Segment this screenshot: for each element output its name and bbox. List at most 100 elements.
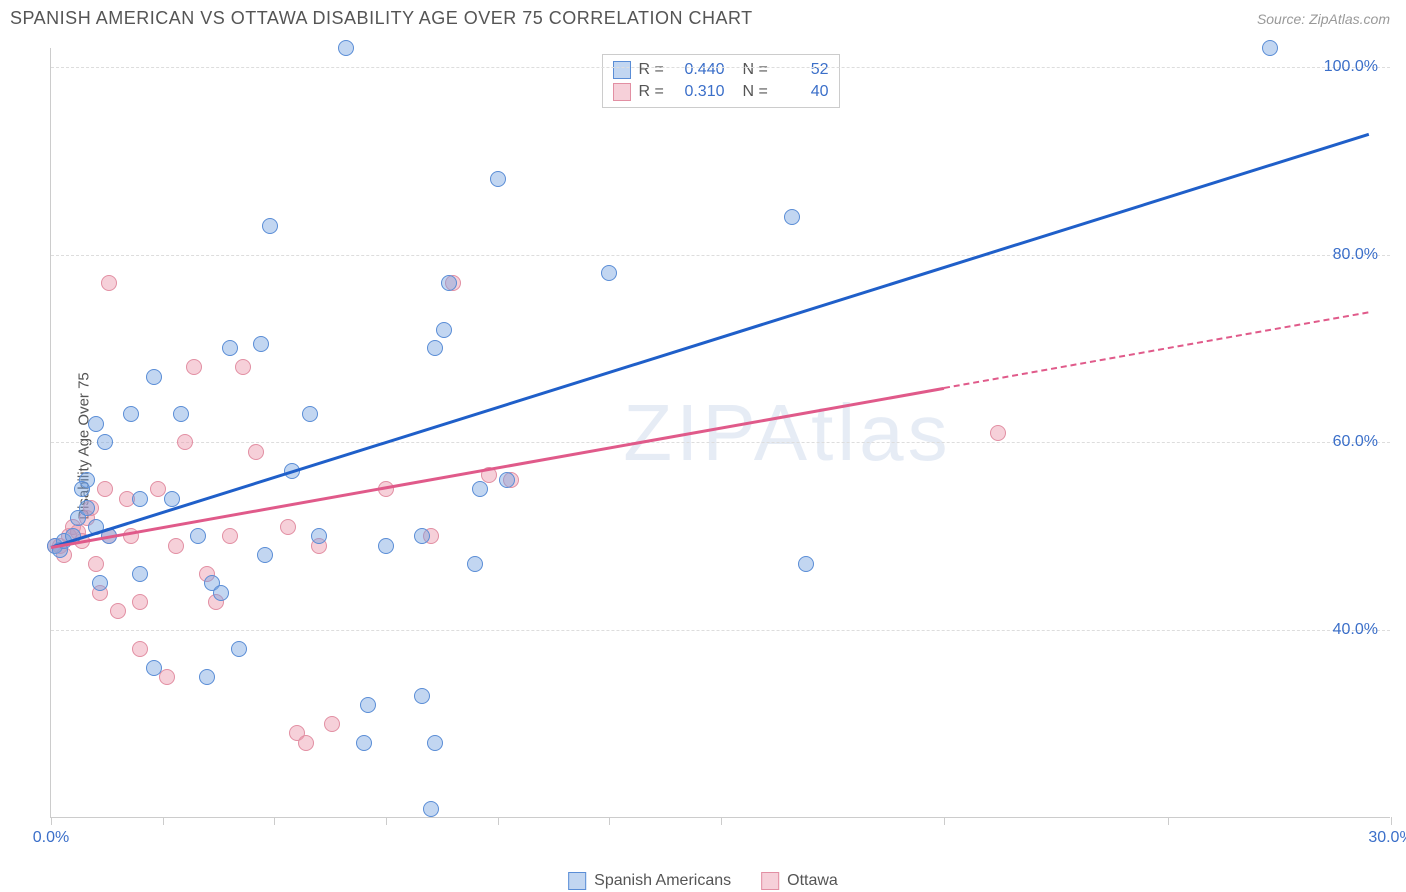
legend-r-value: 0.310 — [675, 83, 725, 101]
scatter-point-spanish — [472, 481, 488, 497]
trendline-spanish — [51, 133, 1369, 549]
correlation-legend: R = 0.440 N = 52 R = 0.310 N = 40 — [602, 54, 840, 108]
legend-n-label: N = — [743, 61, 771, 79]
legend-n-label: N = — [743, 83, 771, 101]
scatter-point-spanish — [74, 481, 90, 497]
scatter-point-spanish — [441, 275, 457, 291]
scatter-point-spanish — [338, 40, 354, 56]
trendline-ottawa-extrap — [944, 311, 1369, 389]
scatter-point-spanish — [798, 556, 814, 572]
scatter-point-ottawa — [186, 359, 202, 375]
scatter-point-spanish — [132, 566, 148, 582]
y-tick-label: 100.0% — [1324, 58, 1378, 76]
scatter-point-spanish — [467, 556, 483, 572]
x-tick — [721, 817, 722, 825]
scatter-point-spanish — [499, 472, 515, 488]
scatter-point-spanish — [378, 538, 394, 554]
scatter-point-ottawa — [101, 275, 117, 291]
scatter-point-spanish — [302, 406, 318, 422]
y-tick-label: 80.0% — [1333, 246, 1378, 264]
scatter-point-spanish — [222, 340, 238, 356]
scatter-point-ottawa — [235, 359, 251, 375]
scatter-point-spanish — [173, 406, 189, 422]
x-tick — [609, 817, 610, 825]
gridline — [51, 255, 1390, 256]
scatter-point-ottawa — [222, 528, 238, 544]
scatter-point-ottawa — [990, 425, 1006, 441]
scatter-point-spanish — [164, 491, 180, 507]
x-tick-label: 0.0% — [33, 829, 69, 847]
scatter-point-spanish — [601, 265, 617, 281]
x-tick — [274, 817, 275, 825]
legend-n-value: 52 — [779, 61, 829, 79]
scatter-point-spanish — [1262, 40, 1278, 56]
scatter-point-spanish — [360, 697, 376, 713]
legend-swatch — [761, 872, 779, 890]
legend-swatch — [613, 83, 631, 101]
scatter-point-spanish — [199, 669, 215, 685]
scatter-point-ottawa — [168, 538, 184, 554]
scatter-point-spanish — [253, 336, 269, 352]
scatter-point-spanish — [213, 585, 229, 601]
y-tick-label: 60.0% — [1333, 433, 1378, 451]
scatter-point-spanish — [356, 735, 372, 751]
scatter-point-spanish — [146, 660, 162, 676]
scatter-point-ottawa — [159, 669, 175, 685]
legend-n-value: 40 — [779, 83, 829, 101]
series-legend-label: Spanish Americans — [594, 872, 731, 890]
scatter-point-spanish — [436, 322, 452, 338]
scatter-point-spanish — [490, 171, 506, 187]
scatter-point-spanish — [423, 801, 439, 817]
scatter-point-spanish — [427, 735, 443, 751]
series-legend: Spanish Americans Ottawa — [568, 872, 838, 890]
scatter-point-ottawa — [298, 735, 314, 751]
scatter-point-spanish — [414, 688, 430, 704]
scatter-point-spanish — [79, 500, 95, 516]
y-tick-label: 40.0% — [1333, 621, 1378, 639]
gridline — [51, 630, 1390, 631]
scatter-point-ottawa — [97, 481, 113, 497]
scatter-point-ottawa — [132, 594, 148, 610]
x-tick — [386, 817, 387, 825]
scatter-point-spanish — [190, 528, 206, 544]
scatter-point-spanish — [88, 416, 104, 432]
scatter-point-spanish — [257, 547, 273, 563]
series-legend-item: Ottawa — [761, 872, 838, 890]
series-legend-label: Ottawa — [787, 872, 838, 890]
x-tick — [944, 817, 945, 825]
correlation-legend-row: R = 0.310 N = 40 — [613, 81, 829, 103]
chart-header: SPANISH AMERICAN VS OTTAWA DISABILITY AG… — [0, 0, 1406, 37]
scatter-point-spanish — [146, 369, 162, 385]
chart-title: SPANISH AMERICAN VS OTTAWA DISABILITY AG… — [10, 8, 753, 29]
scatter-point-ottawa — [132, 641, 148, 657]
legend-r-label: R = — [639, 83, 667, 101]
legend-r-value: 0.440 — [675, 61, 725, 79]
x-tick — [163, 817, 164, 825]
scatter-point-ottawa — [280, 519, 296, 535]
correlation-legend-row: R = 0.440 N = 52 — [613, 59, 829, 81]
legend-r-label: R = — [639, 61, 667, 79]
scatter-point-spanish — [123, 406, 139, 422]
chart-source: Source: ZipAtlas.com — [1257, 11, 1390, 27]
scatter-point-ottawa — [177, 434, 193, 450]
gridline — [51, 442, 1390, 443]
legend-swatch — [613, 61, 631, 79]
scatter-point-spanish — [262, 218, 278, 234]
gridline — [51, 67, 1390, 68]
scatter-point-spanish — [414, 528, 430, 544]
scatter-point-spanish — [311, 528, 327, 544]
scatter-point-ottawa — [248, 444, 264, 460]
chart-plot-area: ZIPAtlas R = 0.440 N = 52 R = 0.310 N = 40 40.0… — [50, 48, 1390, 818]
x-tick-label: 30.0% — [1368, 829, 1406, 847]
x-tick — [1391, 817, 1392, 825]
scatter-point-spanish — [231, 641, 247, 657]
scatter-point-spanish — [92, 575, 108, 591]
scatter-point-ottawa — [324, 716, 340, 732]
scatter-point-spanish — [132, 491, 148, 507]
x-tick — [498, 817, 499, 825]
scatter-point-spanish — [784, 209, 800, 225]
series-legend-item: Spanish Americans — [568, 872, 731, 890]
x-tick — [1168, 817, 1169, 825]
watermark: ZIPAtlas — [623, 387, 951, 479]
scatter-point-ottawa — [88, 556, 104, 572]
